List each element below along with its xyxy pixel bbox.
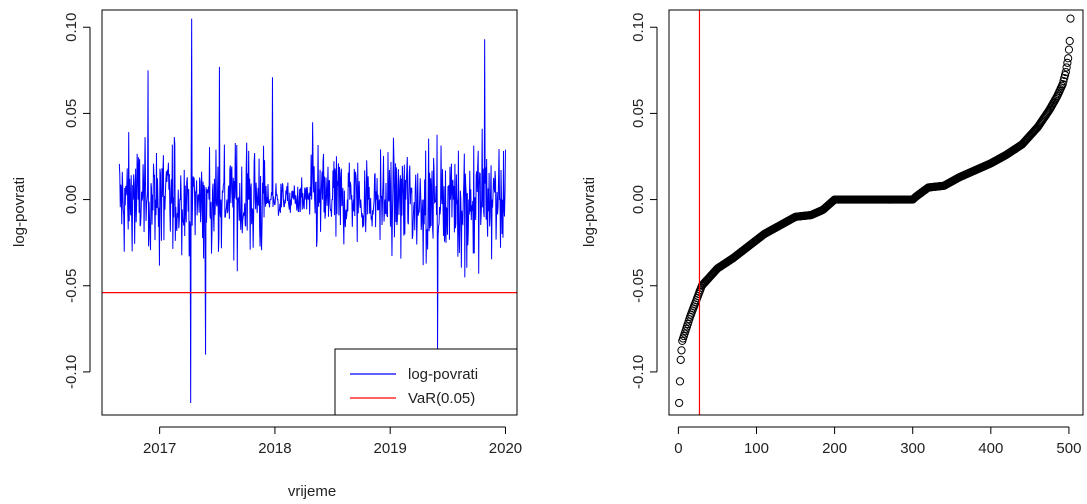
y-tick-label: 0.10: [63, 13, 80, 42]
x-tick-label: 300: [900, 440, 925, 457]
y-tick-label: -0.05: [63, 269, 80, 303]
legend: log-povrati VaR(0.05): [334, 348, 518, 416]
point: [1058, 80, 1067, 89]
y-tick-label: -0.10: [63, 355, 80, 389]
legend-label-var: VaR(0.05): [408, 390, 475, 407]
y-axis-label: log-povrati: [581, 177, 598, 247]
chart-log-returns-time: log-povrati VaR(0.05) 2017 2018 2019 2020 -0…: [11, 9, 522, 500]
point: [676, 355, 685, 364]
x-axis-label: vrijeme: [288, 483, 336, 500]
point: [1065, 36, 1074, 46]
x-tick-label: 2017: [143, 440, 176, 457]
y-tick-label: 0.05: [63, 99, 80, 128]
y-tick-label: 0.05: [630, 99, 647, 128]
plot-frame: [668, 9, 1084, 416]
series-line-log-povrati: [118, 18, 506, 403]
point: [1059, 76, 1068, 86]
point: [1062, 63, 1071, 72]
chart-sorted-log-returns: 0 100 200 300 400 500 -0.10 -0.05 0.00 0.05 0.10 l…: [581, 9, 1084, 457]
x-tick-label: 0: [674, 440, 682, 457]
y-tick-label: 0.00: [63, 185, 80, 214]
legend-label-log-povrati: log-povrati: [408, 366, 478, 383]
x-tick-label: 400: [978, 440, 1003, 457]
y-tick-label: -0.10: [630, 355, 647, 389]
x-tick-label: 2018: [258, 440, 291, 457]
point: [677, 346, 686, 355]
x-tick-label: 200: [822, 440, 847, 457]
point: [1064, 45, 1074, 54]
y-tick-label: 0.10: [630, 13, 647, 42]
point: [1066, 14, 1075, 23]
point: [1063, 58, 1072, 67]
x-tick-label: 100: [744, 440, 769, 457]
y-tick-label: 0.00: [630, 185, 647, 214]
point: [675, 398, 684, 408]
x-tick-label: 2020: [489, 440, 522, 457]
point: [1064, 54, 1073, 63]
y-axis-label: log-povrati: [11, 177, 28, 247]
point: [1061, 67, 1070, 77]
axes: 0 100 200 300 400 500 -0.10 -0.05 0.00 0.05 0.10: [630, 13, 1081, 457]
axes: 2017 2018 2019 2020 -0.10 -0.05 0.00 0.05 0.10: [63, 13, 522, 457]
y-tick-label: -0.05: [630, 269, 647, 303]
x-tick-label: 2019: [374, 440, 407, 457]
plot-frame: [101, 9, 518, 416]
point: [1060, 73, 1069, 83]
point: [1060, 70, 1070, 80]
point: [675, 377, 685, 386]
x-tick-label: 500: [1056, 440, 1081, 457]
